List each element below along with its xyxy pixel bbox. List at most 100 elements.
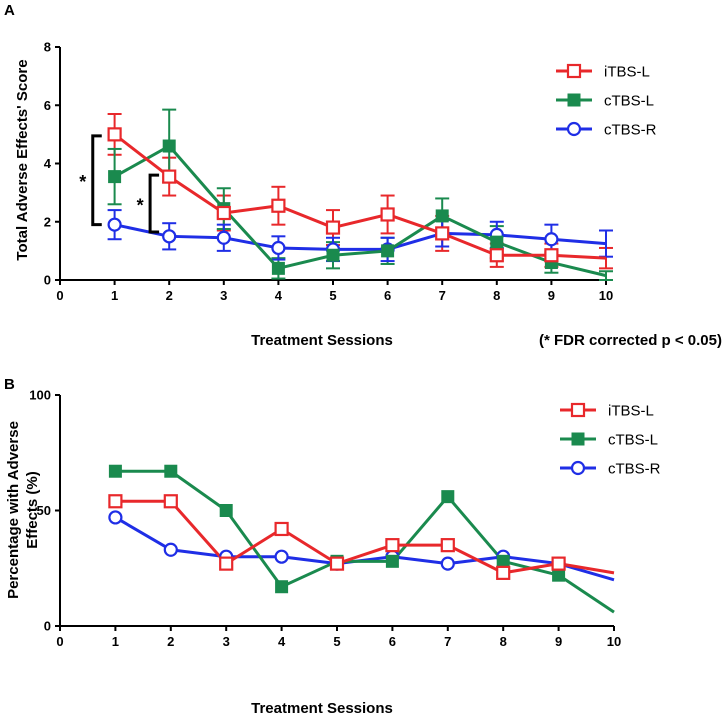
panel-b-x-tick-label: 6 bbox=[389, 634, 396, 649]
panel-a-data-point-itbs-l bbox=[162, 169, 177, 184]
panel-a-plot-area: 0 2 4 6 8 0 1 2 3 4 5 6 7 8 9 10 * * bbox=[44, 40, 613, 304]
panel-a-data-point-ctbs-l bbox=[271, 261, 285, 275]
panel-a-series-line-itbs-l bbox=[113, 133, 607, 260]
panel-a-x-tick-label: 4 bbox=[275, 288, 283, 303]
panel-b-data-point-itbs-l bbox=[551, 556, 566, 571]
panel-a-data-point-itbs-l bbox=[380, 207, 395, 222]
panel-a-y-tick-label: 4 bbox=[44, 156, 52, 171]
panel-b-legend-label-itbs-l: iTBS-L bbox=[608, 403, 654, 420]
panel-b-data-point-ctbs-l bbox=[496, 554, 510, 568]
panel-a-y-tick-label: 8 bbox=[44, 40, 51, 55]
panel-a-x-tick-label: 0 bbox=[56, 288, 63, 303]
panel-b-x-tick-label: 2 bbox=[167, 634, 174, 649]
panel-b-y-tick-label: 100 bbox=[29, 388, 51, 403]
panel-a-series-line-ctbs-l bbox=[113, 144, 607, 278]
panel-b-data-point-itbs-l bbox=[163, 494, 178, 509]
panel-b-y-tick-label: 50 bbox=[37, 503, 51, 518]
panel-b-data-point-itbs-l bbox=[329, 556, 345, 571]
panel-a-x-tick-label: 2 bbox=[166, 288, 173, 303]
panel-a-significance-star: * bbox=[137, 196, 144, 216]
panel-a-data-point-itbs-l bbox=[435, 226, 450, 241]
panel-a-significance-bracket bbox=[148, 173, 160, 234]
panel-a-data-point-ctbs-r bbox=[271, 240, 286, 256]
panel-a-x-tick-label: 5 bbox=[329, 288, 336, 303]
panel-b-data-point-ctbs-l bbox=[108, 464, 122, 478]
panel-b-x-tick-label: 4 bbox=[278, 634, 286, 649]
panel-a-x-tick-label: 7 bbox=[439, 288, 446, 303]
panel-a-legend-marker-ctbs-r bbox=[566, 121, 582, 137]
panel-a-data-point-ctbs-l bbox=[490, 235, 504, 249]
panel-b-data-point-ctbs-r bbox=[274, 549, 289, 564]
panel-a-y-tick-label: 6 bbox=[44, 98, 51, 113]
panel-b-data-point-itbs-l bbox=[108, 494, 123, 509]
panel-a-data-point-ctbs-l bbox=[381, 244, 395, 258]
panel-b-legend: iTBS-L cTBS-L cTBS-R bbox=[560, 403, 661, 478]
panel-b: B 0 50 100 0 1 2 3 4 5 6 7 8 9 10 Percentage with Adv… bbox=[4, 376, 661, 717]
panel-b-x-tick-label: 10 bbox=[607, 634, 621, 649]
panel-b-y-tick-label: 0 bbox=[44, 619, 51, 634]
panel-b-data-point-ctbs-r bbox=[440, 556, 455, 571]
panel-a-data-point-itbs-l bbox=[216, 205, 231, 221]
panel-a-x-tick-label: 9 bbox=[548, 288, 555, 303]
panel-a-legend: iTBS-L cTBS-L cTBS-R bbox=[556, 64, 657, 139]
panel-a-y-tick-label: 0 bbox=[44, 273, 51, 288]
panel-a-data-point-itbs-l bbox=[325, 220, 341, 235]
panel-a-data-point-ctbs-r bbox=[162, 229, 177, 244]
panel-a-significance-star: * bbox=[79, 172, 86, 192]
panel-b-data-point-itbs-l bbox=[496, 565, 511, 580]
panel-b-plot-area: 0 50 100 0 1 2 3 4 5 6 7 8 9 10 bbox=[29, 388, 621, 650]
panel-a-data-point-itbs-l bbox=[489, 248, 504, 263]
panel-b-data-point-itbs-l bbox=[219, 556, 234, 571]
panel-b-data-point-ctbs-r bbox=[163, 542, 178, 557]
panel-b-series-line-ctbs-l bbox=[115, 469, 615, 614]
panel-a-data-point-ctbs-l bbox=[108, 170, 122, 184]
panel-b-y-axis-title-line-2: Effects (%) bbox=[24, 471, 41, 549]
panel-b-legend-marker-ctbs-l bbox=[571, 432, 585, 446]
panel-b-legend-marker-itbs-l bbox=[570, 402, 586, 418]
panel-b-letter: B bbox=[4, 376, 15, 393]
panel-b-x-axis-title: Treatment Sessions bbox=[251, 700, 393, 717]
panel-a-x-tick-label: 8 bbox=[493, 288, 500, 303]
panel-b-data-point-ctbs-l bbox=[552, 568, 566, 582]
panel-a-legend-label-itbs-l: iTBS-L bbox=[604, 64, 650, 81]
panel-a-series-line-ctbs-r bbox=[114, 223, 607, 251]
panel-a-data-point-itbs-l bbox=[271, 198, 286, 213]
panel-b-data-point-itbs-l bbox=[440, 538, 455, 553]
panel-b-x-tick-label: 3 bbox=[223, 634, 230, 649]
panel-a-x-tick-label: 1 bbox=[111, 288, 118, 303]
panel-b-data-point-itbs-l bbox=[385, 538, 400, 553]
panel-a-x-tick-label: 6 bbox=[384, 288, 391, 303]
significance-note: (* FDR corrected p < 0.05) bbox=[539, 332, 722, 349]
panel-a-data-point-ctbs-r bbox=[216, 230, 231, 245]
panel-a-letter: A bbox=[4, 2, 15, 19]
panel-a-significance-bracket bbox=[91, 134, 102, 227]
panel-b-x-tick-label: 8 bbox=[500, 634, 507, 649]
panel-a-data-point-ctbs-l bbox=[326, 248, 340, 262]
panel-a-x-axis-title: Treatment Sessions bbox=[251, 332, 393, 349]
panel-b-series-line-itbs-l bbox=[115, 499, 615, 575]
panel-b-legend-marker-ctbs-r bbox=[570, 460, 586, 476]
panel-b-legend-label-ctbs-l: cTBS-L bbox=[608, 432, 658, 449]
panel-a-data-point-itbs-l bbox=[107, 127, 122, 142]
panel-b-data-point-ctbs-l bbox=[441, 490, 455, 504]
panel-a-data-point-itbs-l bbox=[544, 248, 559, 263]
panel-b-data-point-ctbs-l bbox=[275, 580, 289, 594]
panel-b-data-point-ctbs-l bbox=[219, 504, 233, 517]
panel-a-legend-marker-ctbs-l bbox=[567, 93, 581, 107]
panel-b-x-tick-label: 0 bbox=[56, 634, 63, 649]
panel-a-x-tick-label: 10 bbox=[599, 288, 613, 303]
panel-b-x-tick-label: 7 bbox=[444, 634, 451, 649]
panel-b-data-point-ctbs-l bbox=[385, 554, 399, 568]
panel-b-legend-label-ctbs-r: cTBS-R bbox=[608, 461, 661, 478]
panel-a-legend-label-ctbs-r: cTBS-R bbox=[604, 122, 657, 139]
panel-b-x-tick-label: 9 bbox=[555, 634, 562, 649]
panel-b-data-point-itbs-l bbox=[274, 521, 289, 537]
panel-a: A 0 2 4 6 8 0 1 2 3 4 5 6 7 8 9 10 * * Total Adverse Effe… bbox=[4, 2, 722, 349]
panel-a-legend-label-ctbs-l: cTBS-L bbox=[604, 93, 654, 110]
panel-a-data-point-ctbs-r bbox=[107, 217, 122, 232]
panel-a-y-tick-label: 2 bbox=[44, 214, 51, 229]
panel-a-data-point-ctbs-l bbox=[162, 139, 176, 153]
panel-a-y-axis-title: Total Adverse Effects' Score bbox=[14, 59, 31, 260]
panel-b-x-tick-label: 5 bbox=[333, 634, 340, 649]
